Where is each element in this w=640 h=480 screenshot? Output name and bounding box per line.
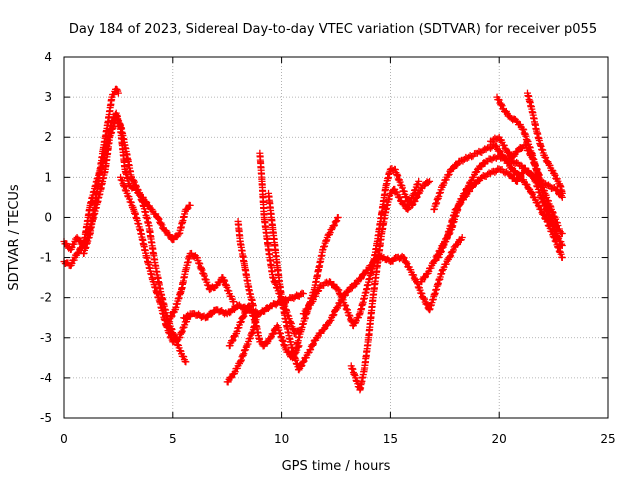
- series-trace-5: [164, 249, 238, 326]
- y-tick-label: 0: [44, 210, 52, 224]
- series-markers: [165, 249, 237, 326]
- y-tick-label: -1: [40, 251, 52, 265]
- x-tick-label: 15: [383, 432, 398, 446]
- series-markers: [226, 303, 302, 361]
- series-trace-9: [234, 217, 257, 310]
- series-trace-3: [80, 85, 122, 258]
- series-trace-16: [430, 141, 566, 262]
- data-layer: [60, 85, 566, 394]
- chart-title: Day 184 of 2023, Sidereal Day-to-day VTE…: [69, 22, 597, 37]
- x-tick-label: 20: [492, 432, 507, 446]
- series-trace-4: [117, 173, 194, 346]
- x-tick-label: 10: [274, 432, 289, 446]
- series-markers: [224, 312, 261, 386]
- series-trace-8: [223, 310, 262, 386]
- plot-frame: [63, 56, 609, 419]
- y-tick-label: -3: [40, 331, 52, 345]
- series-trace-20: [486, 133, 562, 229]
- grid-layer: [64, 57, 608, 418]
- series-markers: [524, 92, 566, 196]
- y-tick-label: -4: [40, 371, 52, 385]
- x-tick-label: 5: [169, 432, 177, 446]
- series-markers: [117, 176, 193, 346]
- series-markers: [80, 85, 122, 257]
- y-axis-label: SDTVAR / TECUs: [7, 184, 22, 291]
- y-tick-label: -5: [40, 411, 52, 425]
- tick-layer: 0 5 10 15 20 25 -5 -4 -3 -2 -1 0 1 2 3 4: [40, 50, 616, 446]
- y-tick-label: 4: [44, 50, 52, 64]
- series-trace-19: [523, 89, 566, 197]
- y-tick-label: 2: [44, 130, 52, 144]
- series-trace-14: [347, 177, 423, 394]
- series-markers: [430, 141, 566, 261]
- series-trace-1: [60, 109, 194, 254]
- x-tick-label: 25: [600, 432, 615, 446]
- y-tick-label: 1: [44, 170, 52, 184]
- x-tick-label: 0: [60, 432, 68, 446]
- y-tick-label: 3: [44, 90, 52, 104]
- series-markers: [348, 180, 422, 393]
- x-axis-label: GPS time / hours: [282, 459, 391, 474]
- series-markers: [488, 134, 561, 227]
- data-point: [558, 242, 566, 250]
- y-tick-label: -2: [40, 291, 52, 305]
- series-markers: [234, 220, 257, 309]
